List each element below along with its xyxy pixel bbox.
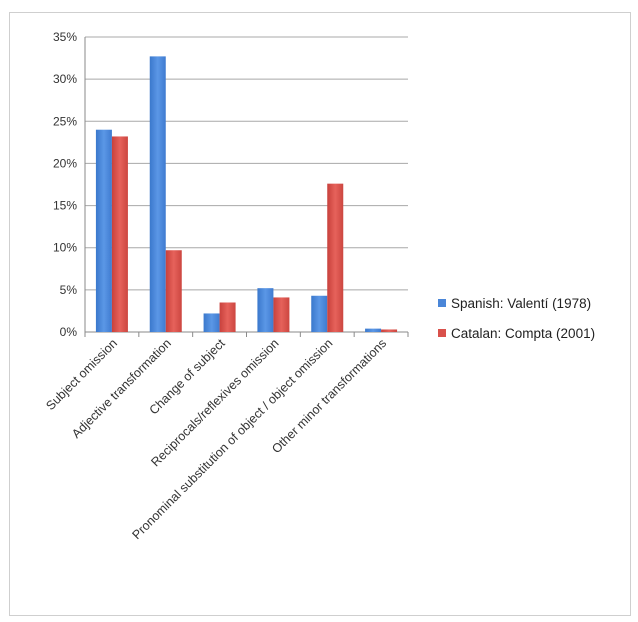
y-tick-label: 10% [53, 241, 77, 255]
y-tick-label: 20% [53, 156, 77, 170]
bar-spanish [149, 56, 166, 333]
category-label: Adjective transformation [69, 336, 174, 441]
bar-catalan [381, 329, 398, 332]
bar-catalan [327, 183, 344, 332]
bar-spanish [365, 328, 382, 332]
bar-spanish [203, 313, 220, 332]
legend-item-catalan: Catalan: Compta (2001) [438, 323, 595, 343]
y-tick-label: 30% [53, 72, 77, 86]
bar-catalan [111, 136, 128, 332]
y-tick-label: 15% [53, 199, 77, 213]
legend-swatch-spanish [438, 299, 446, 307]
y-tick-label: 25% [53, 114, 77, 128]
bar-spanish [257, 288, 274, 332]
bar-spanish [311, 295, 328, 332]
legend-label-catalan: Catalan: Compta (2001) [451, 325, 596, 341]
bar-catalan [165, 250, 182, 332]
legend-swatch-catalan [438, 329, 446, 337]
legend-item-spanish: Spanish: Valentí (1978) [438, 293, 595, 313]
bar-catalan [219, 302, 236, 332]
legend-label-spanish: Spanish: Valentí (1978) [451, 295, 592, 311]
bar-catalan [273, 297, 290, 332]
category-label: Other minor transformations [269, 336, 389, 456]
y-tick-label: 5% [60, 283, 78, 297]
category-label: Pronominal substitution of object / obje… [129, 336, 335, 542]
y-tick-label: 35% [53, 30, 77, 44]
chart-legend: Spanish: Valentí (1978) Catalan: Compta … [438, 293, 595, 353]
y-tick-label: 0% [60, 325, 78, 339]
bar-spanish [95, 129, 112, 332]
